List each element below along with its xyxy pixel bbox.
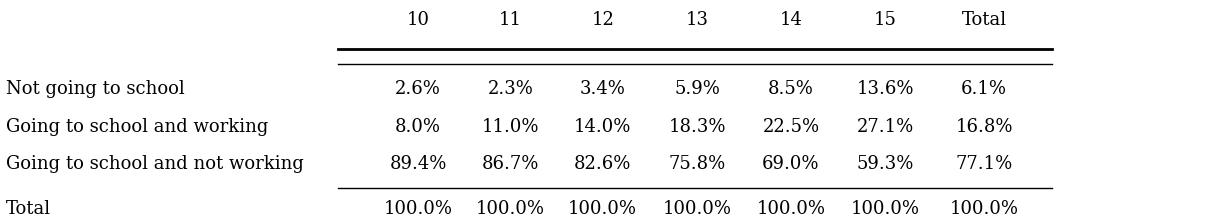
Text: 89.4%: 89.4% xyxy=(390,155,446,173)
Text: 100.0%: 100.0% xyxy=(756,200,825,218)
Text: 100.0%: 100.0% xyxy=(568,200,637,218)
Text: 11.0%: 11.0% xyxy=(482,117,539,136)
Text: 2.3%: 2.3% xyxy=(487,80,534,98)
Text: 18.3%: 18.3% xyxy=(669,117,726,136)
Text: Going to school and not working: Going to school and not working xyxy=(6,155,304,173)
Text: 12: 12 xyxy=(592,11,614,29)
Text: Going to school and working: Going to school and working xyxy=(6,117,268,136)
Text: 15: 15 xyxy=(875,11,897,29)
Text: 100.0%: 100.0% xyxy=(384,200,453,218)
Text: 59.3%: 59.3% xyxy=(857,155,914,173)
Text: 100.0%: 100.0% xyxy=(663,200,732,218)
Text: 14.0%: 14.0% xyxy=(574,117,631,136)
Text: 86.7%: 86.7% xyxy=(482,155,539,173)
Text: 10: 10 xyxy=(407,11,429,29)
Text: 14: 14 xyxy=(780,11,802,29)
Text: Total: Total xyxy=(6,200,52,218)
Text: 3.4%: 3.4% xyxy=(579,80,626,98)
Text: 82.6%: 82.6% xyxy=(574,155,631,173)
Text: Not going to school: Not going to school xyxy=(6,80,184,98)
Text: 13: 13 xyxy=(686,11,708,29)
Text: 75.8%: 75.8% xyxy=(669,155,726,173)
Text: Total: Total xyxy=(962,11,1006,29)
Text: 8.0%: 8.0% xyxy=(395,117,442,136)
Text: 27.1%: 27.1% xyxy=(857,117,914,136)
Text: 100.0%: 100.0% xyxy=(476,200,545,218)
Text: 69.0%: 69.0% xyxy=(763,155,819,173)
Text: 5.9%: 5.9% xyxy=(674,80,721,98)
Text: 22.5%: 22.5% xyxy=(763,117,819,136)
Text: 16.8%: 16.8% xyxy=(956,117,1012,136)
Text: 6.1%: 6.1% xyxy=(961,80,1007,98)
Text: 11: 11 xyxy=(499,11,522,29)
Text: 2.6%: 2.6% xyxy=(395,80,442,98)
Text: 100.0%: 100.0% xyxy=(950,200,1018,218)
Text: 13.6%: 13.6% xyxy=(857,80,914,98)
Text: 8.5%: 8.5% xyxy=(768,80,814,98)
Text: 100.0%: 100.0% xyxy=(851,200,920,218)
Text: 77.1%: 77.1% xyxy=(956,155,1012,173)
